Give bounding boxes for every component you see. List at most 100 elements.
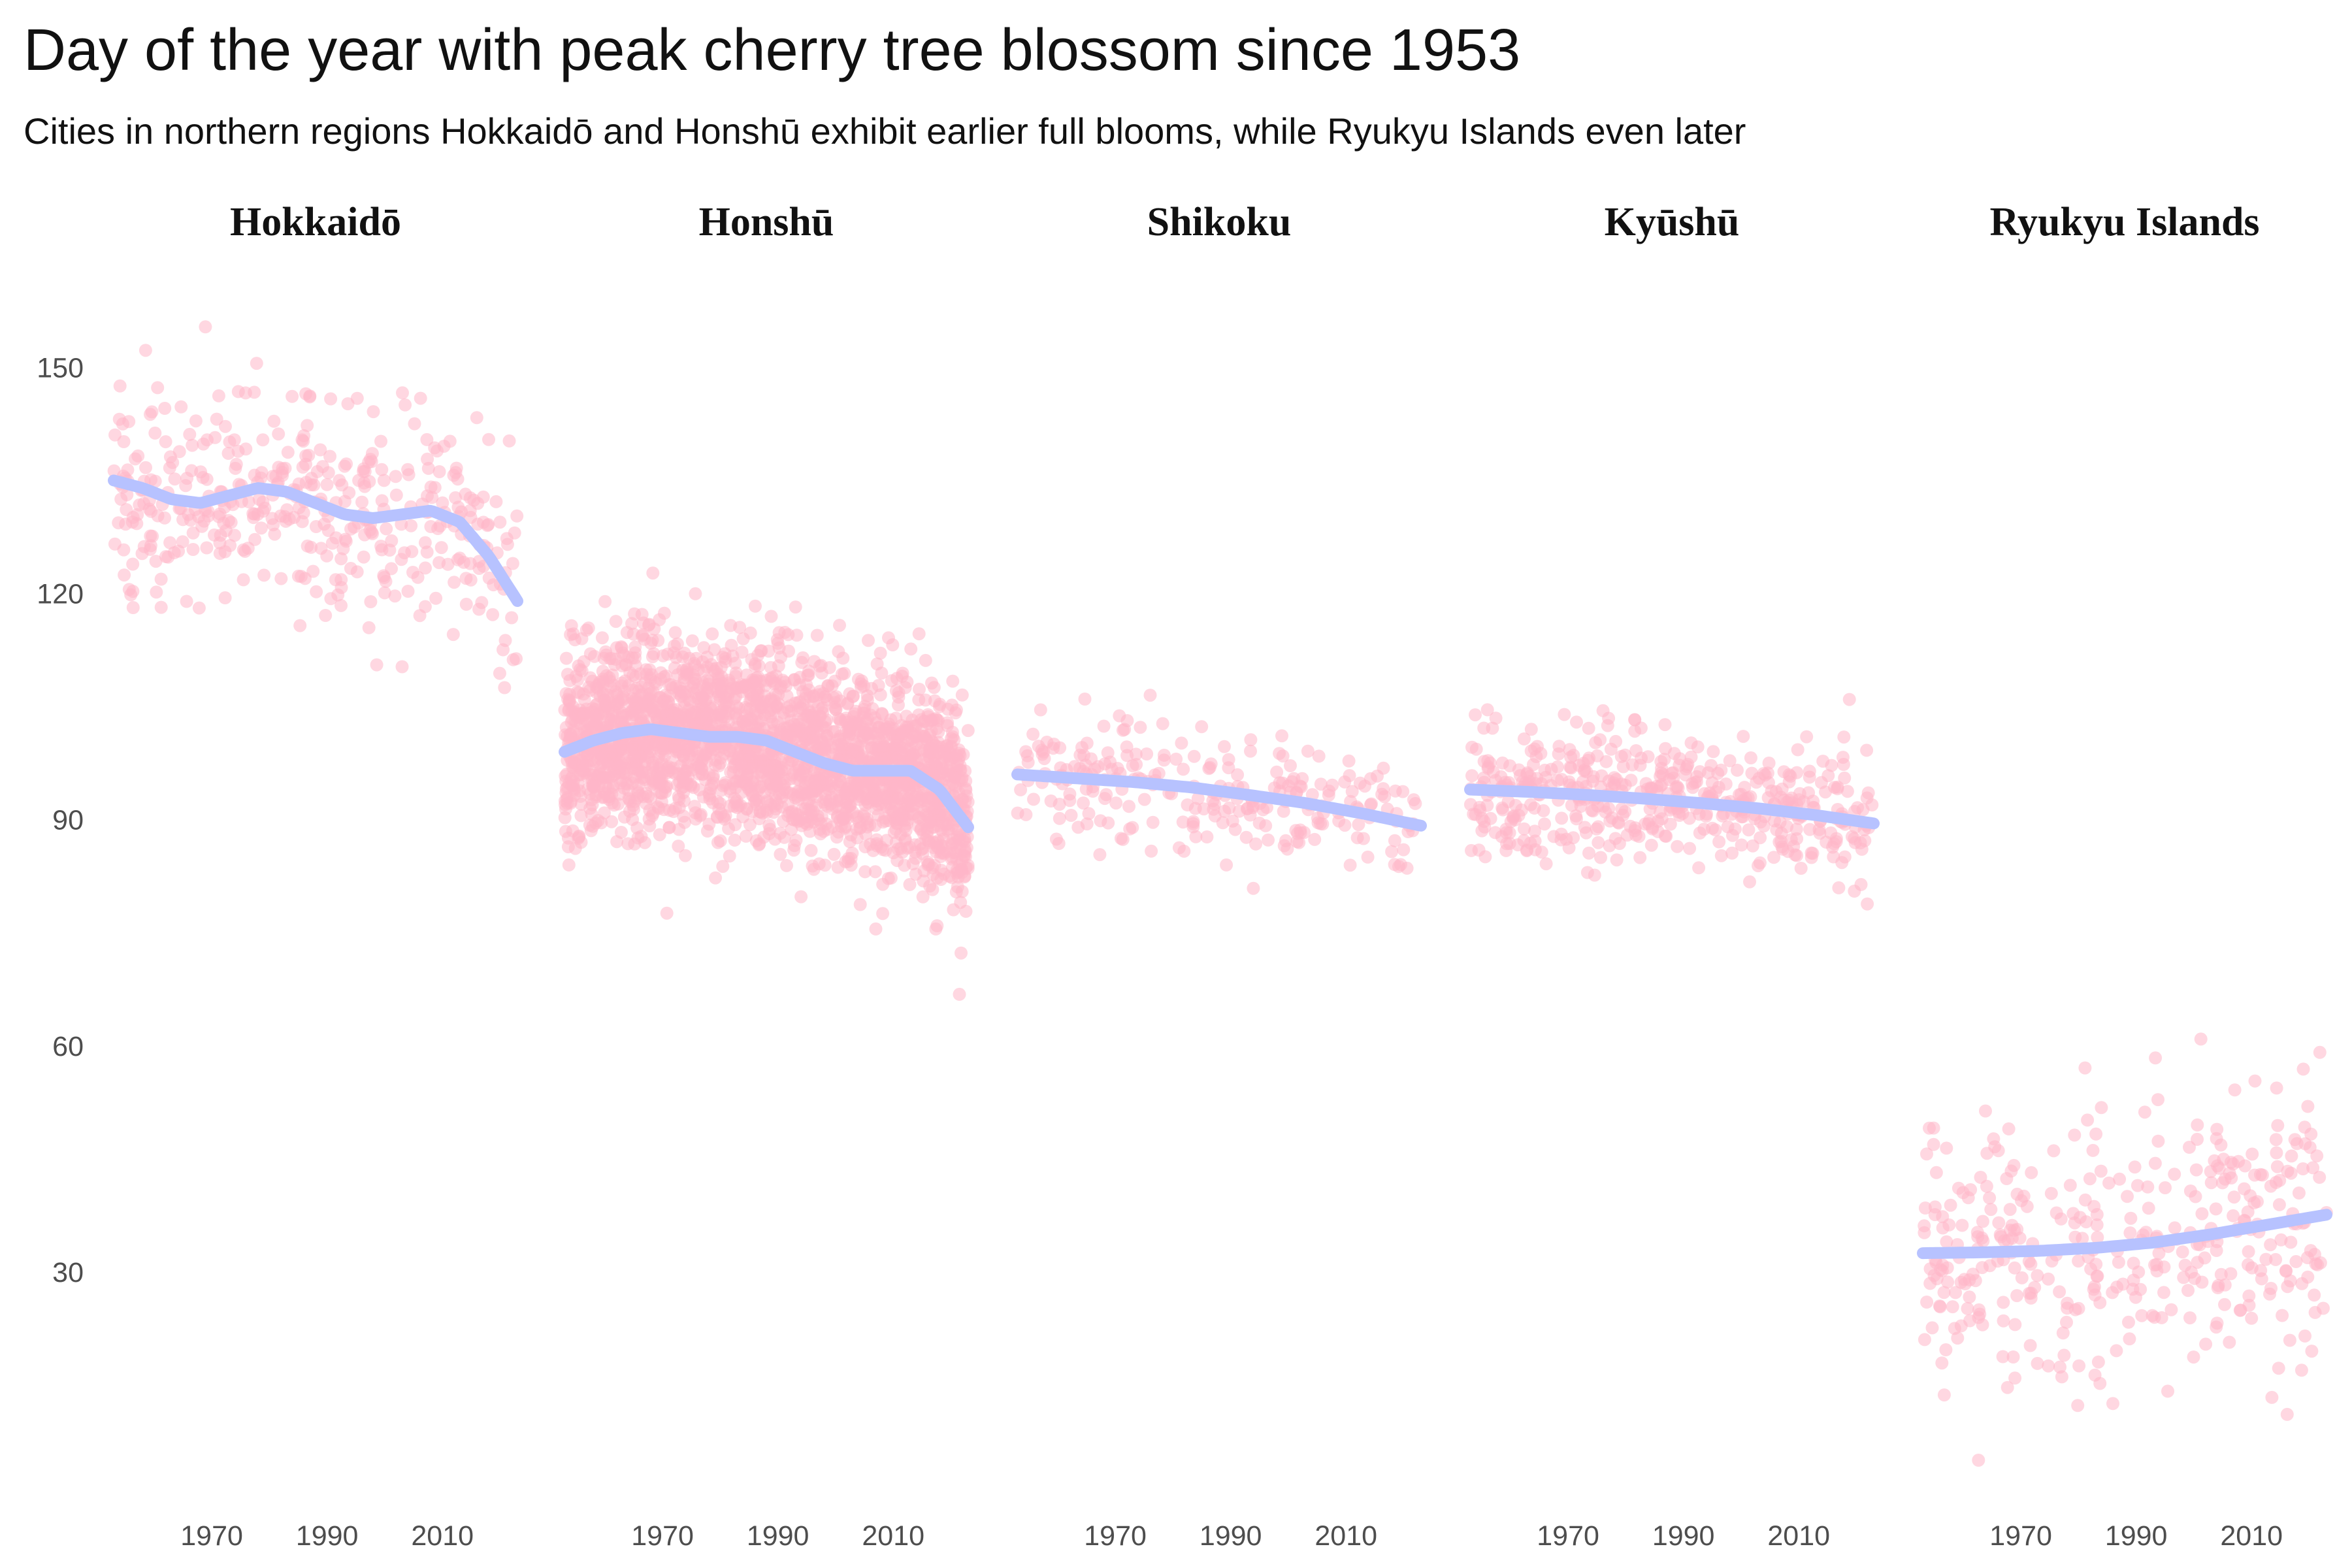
data-point	[818, 740, 832, 753]
data-point	[1071, 821, 1085, 834]
data-point	[1946, 1300, 1959, 1314]
data-point	[587, 649, 601, 663]
data-point	[1644, 782, 1658, 795]
data-point	[1222, 801, 1236, 815]
data-point	[2270, 1081, 2283, 1095]
data-point	[2149, 1051, 2163, 1065]
data-point	[700, 704, 713, 718]
data-point	[2005, 1232, 2019, 1245]
data-point	[2212, 1162, 2226, 1175]
data-point	[1582, 751, 1596, 765]
data-point	[208, 431, 222, 444]
data-point	[130, 517, 144, 531]
data-point	[1974, 1171, 1987, 1184]
data-point	[2031, 1269, 2044, 1282]
data-point	[2199, 1337, 2213, 1351]
data-point	[218, 591, 232, 604]
data-point	[296, 461, 310, 474]
data-point	[1601, 719, 1614, 732]
y-tick-label: 90	[52, 805, 84, 836]
data-point	[1239, 830, 1253, 844]
data-point	[148, 426, 162, 440]
data-point	[2306, 1161, 2320, 1175]
data-point	[443, 434, 457, 448]
data-point	[1517, 732, 1531, 745]
trend-line	[559, 723, 974, 834]
data-point	[1996, 1350, 2010, 1364]
data-point	[1979, 1104, 1992, 1118]
data-point	[210, 412, 223, 426]
data-point	[1682, 811, 1696, 825]
data-point	[1594, 851, 1607, 864]
data-point	[889, 711, 903, 725]
data-point	[703, 792, 717, 806]
data-point	[765, 715, 779, 729]
data-point	[429, 591, 443, 605]
data-point	[896, 666, 909, 680]
data-point	[375, 543, 389, 557]
facet-title: Hokkaidō	[230, 200, 401, 244]
data-point	[180, 595, 193, 608]
data-point	[1195, 720, 1209, 734]
data-point	[1289, 824, 1303, 838]
data-point	[719, 776, 732, 789]
data-point	[1465, 769, 1478, 783]
data-point	[2248, 1168, 2261, 1182]
data-point	[762, 819, 776, 832]
data-point	[706, 627, 719, 641]
data-point	[2095, 1101, 2108, 1115]
data-point	[2304, 1244, 2317, 1258]
data-point	[375, 463, 389, 476]
data-point	[1684, 750, 1698, 764]
data-point	[2025, 1166, 2038, 1179]
data-point	[1259, 819, 1273, 832]
data-point	[1656, 768, 1670, 781]
data-point	[2245, 1261, 2259, 1275]
data-point	[666, 681, 679, 694]
data-point	[702, 817, 716, 831]
data-point	[749, 599, 762, 613]
data-point	[810, 629, 824, 642]
data-point	[1861, 897, 1874, 911]
data-point	[126, 557, 140, 571]
data-point	[2008, 1318, 2022, 1331]
data-point	[118, 568, 131, 582]
data-point	[150, 585, 163, 599]
data-point	[827, 847, 841, 861]
trend-line	[108, 474, 523, 607]
data-point	[256, 433, 270, 447]
data-point	[1971, 1230, 1985, 1243]
data-point	[1678, 768, 1692, 782]
data-point	[574, 797, 588, 811]
data-point	[126, 601, 140, 614]
data-point	[862, 634, 875, 647]
data-point	[1189, 830, 1203, 843]
data-point	[1719, 777, 1733, 791]
data-point	[2238, 1159, 2252, 1173]
data-point	[883, 796, 897, 810]
data-point	[1517, 822, 1531, 836]
data-point	[843, 798, 857, 812]
data-point	[1120, 740, 1134, 754]
data-point	[2123, 1332, 2136, 1346]
data-point	[807, 862, 821, 876]
data-point	[728, 657, 742, 670]
data-point	[304, 472, 318, 485]
data-point	[676, 650, 689, 664]
data-point	[2283, 1274, 2297, 1288]
data-point	[2106, 1397, 2119, 1411]
data-point	[961, 724, 975, 738]
data-point	[1743, 875, 1756, 889]
data-point	[399, 398, 412, 412]
data-point	[151, 381, 165, 395]
data-point	[389, 488, 403, 502]
chart-title: Day of the year with peak cherry tree bl…	[24, 18, 1521, 83]
data-point	[713, 834, 727, 847]
data-point	[813, 773, 826, 787]
data-point	[574, 809, 588, 823]
data-point	[693, 809, 707, 823]
data-point	[335, 598, 348, 612]
data-point	[771, 636, 785, 650]
data-point	[2204, 1176, 2218, 1190]
data-point	[676, 770, 689, 784]
